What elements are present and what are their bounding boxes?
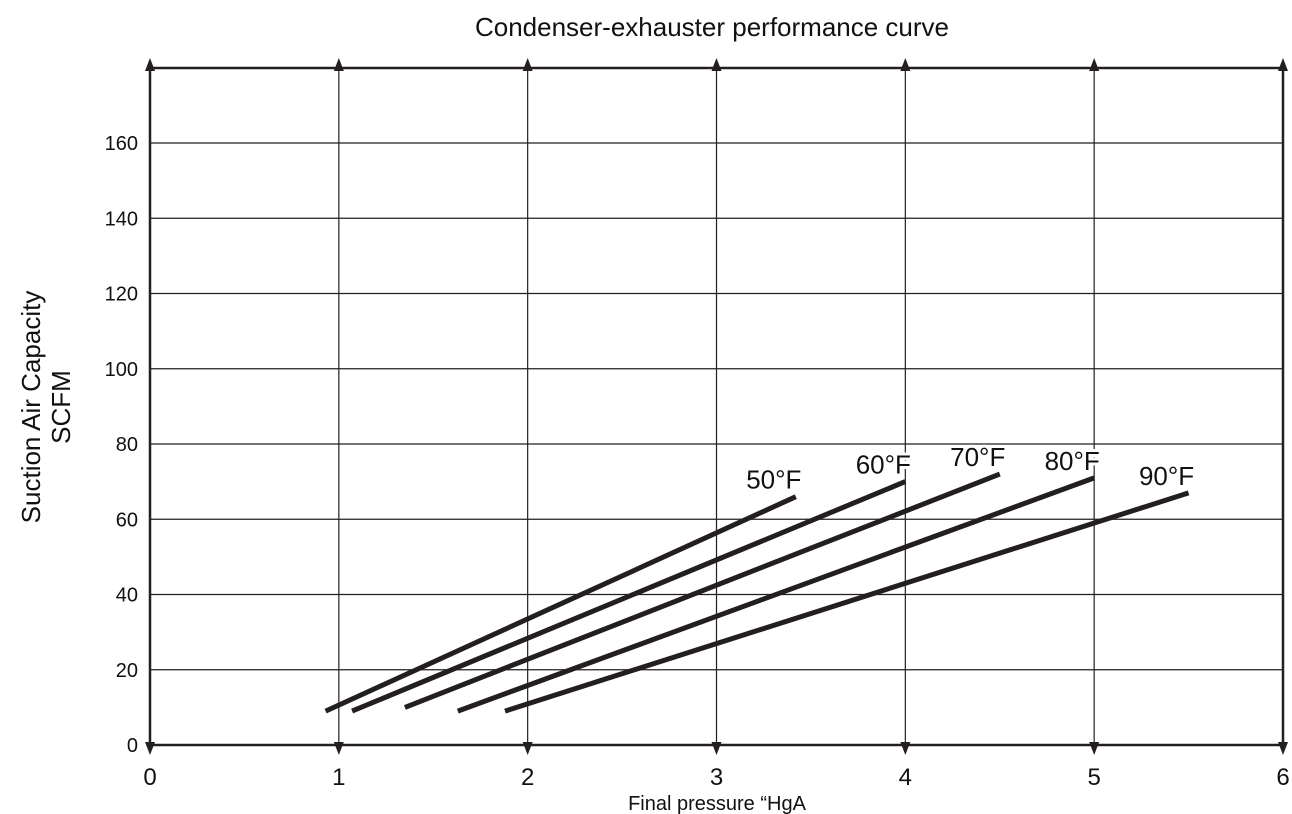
series-line-5 [504, 490, 1190, 714]
y-axis-label-line-2: SCFM [46, 370, 76, 444]
series-label-1: 50°F [746, 465, 801, 495]
y-tick-label: 160 [105, 133, 138, 155]
x-tick-labels: 0 1 2 3 4 5 6 [143, 764, 1289, 791]
bottom-tick-marker [711, 742, 722, 755]
y-tick-label: 120 [105, 284, 138, 306]
series-labels: 50°F 60°F 70°F 80°F 90°F [743, 439, 1197, 498]
chart-title: Condenser-exhauster performance curve [475, 12, 949, 42]
bottom-tick-marker [333, 742, 344, 755]
y-axis-label: Suction Air Capacity SCFM [16, 291, 76, 524]
series-line-3 [403, 471, 1001, 710]
y-tick-label: 0 [127, 735, 138, 757]
series-line-2 [351, 479, 907, 714]
grid [150, 68, 1283, 745]
x-tick-label: 2 [521, 764, 534, 791]
y-tick-label: 100 [105, 359, 138, 381]
x-tick-label: 0 [143, 764, 156, 791]
y-tick-label: 40 [116, 585, 138, 607]
series-line-1 [324, 494, 797, 714]
bottom-tick-marker [522, 742, 533, 755]
y-tick-labels: 0 20 40 60 80 100 120 140 160 [105, 133, 138, 757]
series-label-2: 60°F [856, 450, 911, 480]
top-tick-marker [333, 58, 344, 71]
series-line-4 [456, 475, 1096, 714]
x-axis-label: Final pressure “HgA [628, 793, 807, 814]
x-tick-label: 1 [332, 764, 345, 791]
x-tick-label: 5 [1087, 764, 1100, 791]
x-tick-label: 4 [899, 764, 912, 791]
bottom-tick-marker [145, 742, 155, 755]
y-tick-label: 20 [116, 660, 138, 682]
series-label-5: 90°F [1139, 461, 1194, 491]
x-tick-label: 3 [710, 764, 723, 791]
top-tick-marker [1278, 58, 1288, 71]
x-tick-label: 6 [1276, 764, 1289, 791]
y-axis-label-line-1: Suction Air Capacity [16, 291, 46, 524]
top-tick-marker [900, 58, 911, 71]
axes [145, 58, 1288, 755]
y-tick-label: 80 [116, 434, 138, 456]
bottom-tick-marker [900, 742, 911, 755]
top-tick-marker [145, 58, 155, 71]
top-tick-marker [522, 58, 533, 71]
top-tick-marker [711, 58, 722, 71]
series-lines [324, 471, 1190, 714]
series-label-3: 70°F [950, 442, 1005, 472]
bottom-tick-marker [1278, 742, 1288, 755]
bottom-tick-marker [1089, 742, 1100, 755]
series-label-4: 80°F [1045, 446, 1100, 476]
y-tick-label: 140 [105, 208, 138, 230]
y-tick-label: 60 [116, 509, 138, 531]
top-tick-marker [1089, 58, 1100, 71]
